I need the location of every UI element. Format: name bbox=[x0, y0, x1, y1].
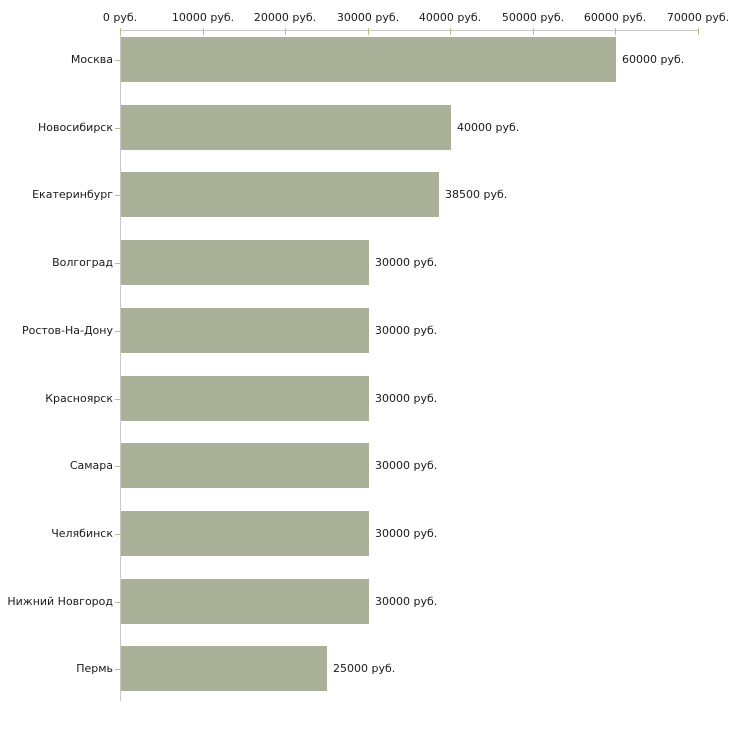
bar bbox=[121, 376, 369, 421]
category-label: Ростов-На-Дону bbox=[21, 324, 113, 337]
x-axis-tick bbox=[120, 28, 121, 35]
category-label: Красноярск bbox=[45, 392, 113, 405]
x-axis-tick-label: 50000 руб. bbox=[501, 11, 565, 24]
x-axis-line bbox=[120, 30, 699, 31]
x-axis-tick bbox=[698, 28, 699, 35]
bar-value-label: 30000 руб. bbox=[375, 459, 438, 472]
x-axis-tick bbox=[615, 28, 616, 35]
bar bbox=[121, 579, 369, 624]
y-axis-line bbox=[120, 30, 121, 701]
category-label: Волгоград bbox=[52, 256, 113, 269]
x-axis-tick bbox=[533, 28, 534, 35]
bar-value-label: 60000 руб. bbox=[622, 53, 685, 66]
bar bbox=[121, 172, 439, 217]
category-label: Самара bbox=[69, 459, 113, 472]
x-axis-tick-label: 10000 руб. bbox=[171, 11, 235, 24]
category-tick bbox=[115, 60, 120, 61]
x-axis-tick-label: 0 руб. bbox=[102, 11, 138, 24]
bar bbox=[121, 511, 369, 556]
category-label: Нижний Новгород bbox=[7, 595, 113, 608]
category-tick bbox=[115, 669, 120, 670]
bar bbox=[121, 308, 369, 353]
bar-value-label: 38500 руб. bbox=[445, 188, 508, 201]
bar-value-label: 30000 руб. bbox=[375, 527, 438, 540]
x-axis-tick bbox=[450, 28, 451, 35]
bar bbox=[121, 240, 369, 285]
category-tick bbox=[115, 331, 120, 332]
x-axis-tick-label: 40000 руб. bbox=[418, 11, 482, 24]
x-axis-tick-label: 30000 руб. bbox=[336, 11, 400, 24]
category-tick bbox=[115, 195, 120, 196]
bar-value-label: 30000 руб. bbox=[375, 595, 438, 608]
x-axis-tick-label: 60000 руб. bbox=[583, 11, 647, 24]
category-label: Новосибирск bbox=[37, 121, 113, 134]
category-label: Челябинск bbox=[51, 527, 113, 540]
category-tick bbox=[115, 602, 120, 603]
bar-value-label: 25000 руб. bbox=[333, 662, 396, 675]
bar bbox=[121, 37, 616, 82]
x-axis-tick bbox=[203, 28, 204, 35]
x-axis-tick bbox=[285, 28, 286, 35]
bar-value-label: 30000 руб. bbox=[375, 324, 438, 337]
category-label: Екатеринбург bbox=[32, 188, 113, 201]
bar-value-label: 30000 руб. bbox=[375, 256, 438, 269]
category-tick bbox=[115, 534, 120, 535]
bar bbox=[121, 105, 451, 150]
category-tick bbox=[115, 466, 120, 467]
category-label: Москва bbox=[70, 53, 113, 66]
bar bbox=[121, 646, 327, 691]
category-tick bbox=[115, 399, 120, 400]
category-label: Пермь bbox=[76, 662, 113, 675]
bar bbox=[121, 443, 369, 488]
bar-value-label: 40000 руб. bbox=[457, 121, 520, 134]
bar-value-label: 30000 руб. bbox=[375, 392, 438, 405]
x-axis-tick bbox=[368, 28, 369, 35]
x-axis-tick-label: 70000 руб. bbox=[666, 11, 730, 24]
category-tick bbox=[115, 128, 120, 129]
x-axis-tick-label: 20000 руб. bbox=[253, 11, 317, 24]
category-tick bbox=[115, 263, 120, 264]
